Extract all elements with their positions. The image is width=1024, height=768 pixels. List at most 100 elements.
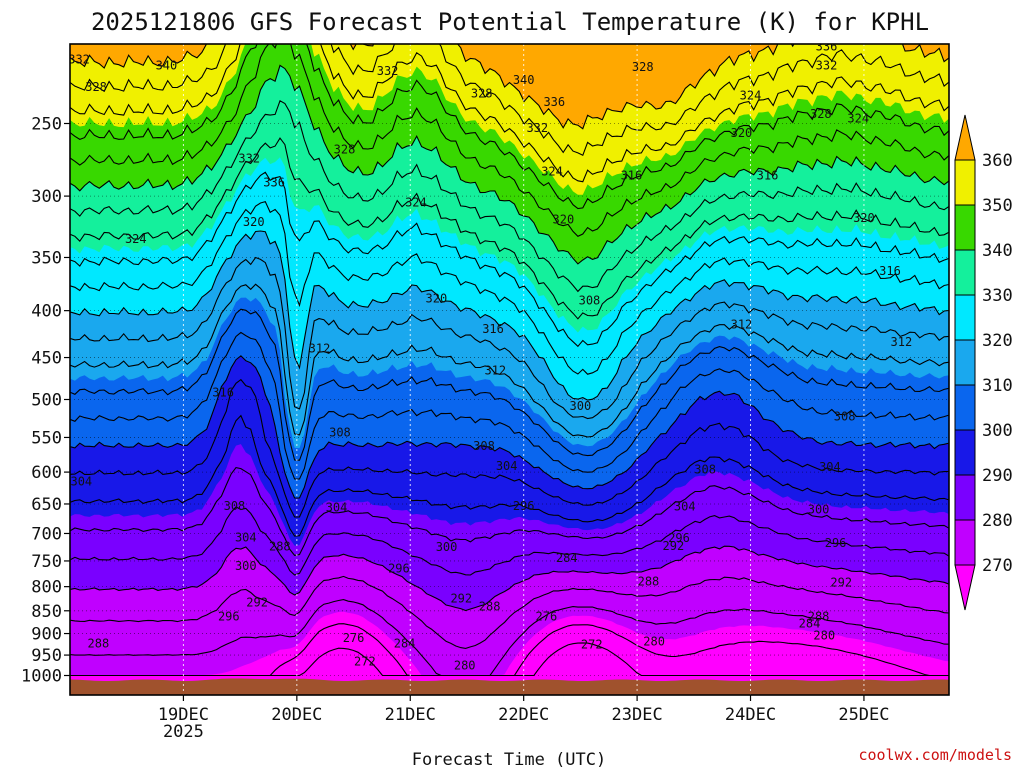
contour-label: 316 bbox=[621, 169, 643, 183]
contour-label: 304 bbox=[496, 459, 518, 473]
contour-label: 324 bbox=[847, 112, 869, 126]
contour-label: 280 bbox=[454, 658, 476, 672]
contour-292 bbox=[70, 414, 949, 537]
contour-label: 316 bbox=[879, 264, 901, 278]
contour-label: 288 bbox=[638, 575, 660, 589]
contour-label: 332 bbox=[377, 64, 399, 78]
grid-lines bbox=[70, 44, 949, 695]
colorbar-label: 310 bbox=[982, 376, 1013, 396]
y-tick-label: 900 bbox=[31, 625, 62, 645]
x-axis-label: Forecast Time (UTC) bbox=[412, 750, 606, 768]
contour-label: 328 bbox=[632, 60, 654, 74]
contour-label: 284 bbox=[394, 637, 416, 651]
contour-360 bbox=[70, 44, 949, 130]
contour-332 bbox=[70, 137, 949, 320]
contour-label: 328 bbox=[471, 87, 493, 101]
contour-label: 292 bbox=[830, 576, 852, 590]
contour-label: 336 bbox=[263, 176, 285, 190]
contour-label: 296 bbox=[388, 561, 410, 575]
contour-label: 308 bbox=[694, 462, 716, 476]
y-axis: 250 300 350 400 450 500 550 600 650 700 750 800 850 9… bbox=[21, 115, 70, 687]
colorbar-label: 320 bbox=[982, 331, 1013, 351]
contour-272 bbox=[70, 599, 949, 677]
colorbar-swatch-310 bbox=[954, 339, 976, 386]
contour-label: 276 bbox=[343, 631, 365, 645]
band-above-360 bbox=[70, 44, 949, 129]
contour-lines bbox=[70, 44, 949, 677]
contour-label: 328 bbox=[334, 143, 356, 157]
contour-label: 300 bbox=[436, 540, 458, 554]
contour-label: 320 bbox=[426, 292, 448, 306]
contour-276 bbox=[70, 575, 949, 649]
contour-336 bbox=[70, 100, 949, 293]
contour-label: 272 bbox=[581, 637, 603, 651]
contour-344 bbox=[70, 44, 949, 237]
colorbar-label: 270 bbox=[982, 556, 1013, 576]
contour-label: 336 bbox=[543, 95, 565, 109]
contour-label: 308 bbox=[579, 294, 601, 308]
contour-label: 312 bbox=[309, 342, 331, 356]
y-tick-label: 950 bbox=[31, 646, 62, 666]
colorbar-swatch-300 bbox=[954, 384, 976, 431]
colorbar-swatch-270 bbox=[954, 519, 976, 566]
colorbar-label: 290 bbox=[982, 466, 1013, 486]
contour-label: 304 bbox=[235, 530, 257, 544]
contour-label: 296 bbox=[825, 536, 847, 550]
y-tick-label: 400 bbox=[31, 302, 62, 322]
contour-label: 324 bbox=[541, 164, 563, 178]
contour-label: 320 bbox=[553, 212, 575, 226]
contour-label: 300 bbox=[235, 559, 257, 573]
y-tick-label: 750 bbox=[31, 552, 62, 572]
contour-label: 332 bbox=[238, 152, 260, 166]
x-tick-label: 23DEC bbox=[612, 705, 663, 725]
contour-label: 312 bbox=[731, 317, 753, 331]
y-tick-label: 1000 bbox=[21, 667, 62, 687]
colorbar-swatch-320 bbox=[954, 294, 976, 341]
contour-label: 332 bbox=[526, 121, 548, 135]
contour-label: 320 bbox=[731, 126, 753, 140]
contour-label: 288 bbox=[269, 539, 291, 553]
contour-label: 272 bbox=[354, 655, 376, 669]
colorbar-label: 280 bbox=[982, 511, 1013, 531]
contour-labels: 332 3403283323363283243203243323283403363… bbox=[68, 44, 912, 672]
contour-label: 340 bbox=[156, 58, 178, 72]
terrain-surface bbox=[70, 678, 949, 695]
plot-area: 332 3403283323363283243203243323283403363… bbox=[68, 44, 949, 695]
contour-328 bbox=[70, 171, 949, 348]
contour-label: 332 bbox=[68, 53, 90, 67]
contour-label: 284 bbox=[556, 551, 578, 565]
contour-label: 328 bbox=[85, 80, 107, 94]
contour-label: 304 bbox=[70, 474, 92, 488]
contour-label: 308 bbox=[224, 499, 246, 513]
y-tick-label: 500 bbox=[31, 391, 62, 411]
x-tick-label: 25DEC bbox=[838, 705, 889, 725]
contour-label: 320 bbox=[853, 211, 875, 225]
x-tick-label: 21DEC bbox=[385, 705, 436, 725]
y-tick-label: 250 bbox=[31, 115, 62, 135]
contour-label: 296 bbox=[513, 499, 535, 513]
contour-280 bbox=[70, 545, 949, 612]
contour-label: 280 bbox=[643, 634, 665, 648]
contour-label: 324 bbox=[405, 196, 427, 210]
contour-label: 288 bbox=[479, 600, 501, 614]
contour-label: 324 bbox=[125, 232, 147, 246]
y-tick-label: 550 bbox=[31, 428, 62, 448]
y-tick-label: 300 bbox=[31, 187, 62, 207]
contour-352 bbox=[70, 44, 949, 183]
y-tick-label: 850 bbox=[31, 602, 62, 622]
x-tick-label: 20DEC bbox=[271, 705, 322, 725]
contour-288 bbox=[70, 466, 949, 557]
colorbar-bottom-arrow bbox=[954, 564, 976, 611]
credit-text: coolwx.com/models bbox=[858, 746, 1012, 764]
x-tick-label: 22DEC bbox=[498, 705, 549, 725]
contour-268 bbox=[70, 623, 949, 677]
contour-label: 304 bbox=[819, 460, 841, 474]
chart-title: 2025121806 GFS Forecast Potential Temper… bbox=[91, 8, 929, 36]
colorbar: 270 280 290 300 310 320 330 340 350 360 bbox=[954, 114, 1013, 611]
plot-frame bbox=[69, 43, 950, 696]
contour-label: 316 bbox=[757, 169, 779, 183]
contour-label: 296 bbox=[218, 609, 240, 623]
contour-label: 280 bbox=[813, 628, 835, 642]
contour-label: 304 bbox=[326, 501, 348, 515]
